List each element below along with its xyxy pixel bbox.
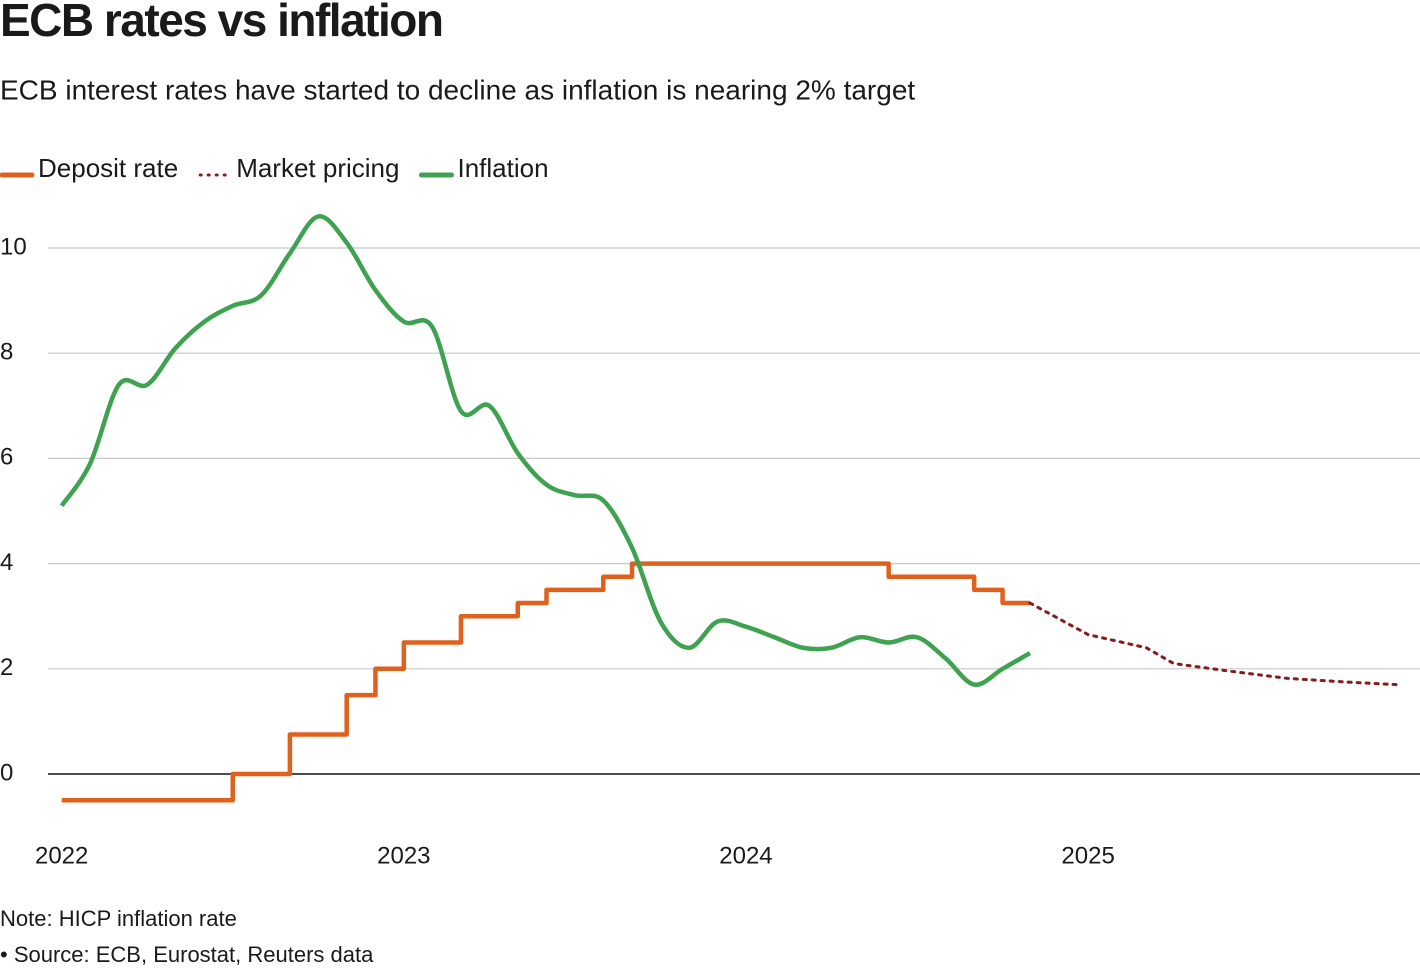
series-line bbox=[61, 561, 1030, 803]
y-tick-label: 10 bbox=[0, 233, 27, 260]
y-tick-label: 0 bbox=[0, 759, 13, 786]
x-tick-label: 2023 bbox=[377, 842, 430, 869]
legend-label: Market pricing bbox=[236, 153, 399, 183]
y-tick-label: 8 bbox=[0, 339, 13, 366]
chart-subtitle: ECB interest rates have started to decli… bbox=[0, 74, 915, 105]
series-line bbox=[1028, 601, 1398, 687]
x-tick-label: 2022 bbox=[35, 842, 88, 869]
x-tick-label: 2024 bbox=[719, 842, 772, 869]
y-tick-label: 6 bbox=[0, 444, 13, 471]
legend-label: Deposit rate bbox=[38, 153, 178, 183]
chart-title: ECB rates vs inflation bbox=[0, 0, 442, 46]
note: Note: HICP inflation rate bbox=[0, 906, 237, 931]
x-tick-label: 2025 bbox=[1061, 842, 1114, 869]
series-line bbox=[59, 214, 1032, 687]
y-tick-label: 4 bbox=[0, 549, 13, 576]
legend-label: Inflation bbox=[457, 153, 548, 183]
y-tick-label: 2 bbox=[0, 654, 13, 681]
source: • Source: ECB, Eurostat, Reuters data bbox=[0, 942, 374, 967]
